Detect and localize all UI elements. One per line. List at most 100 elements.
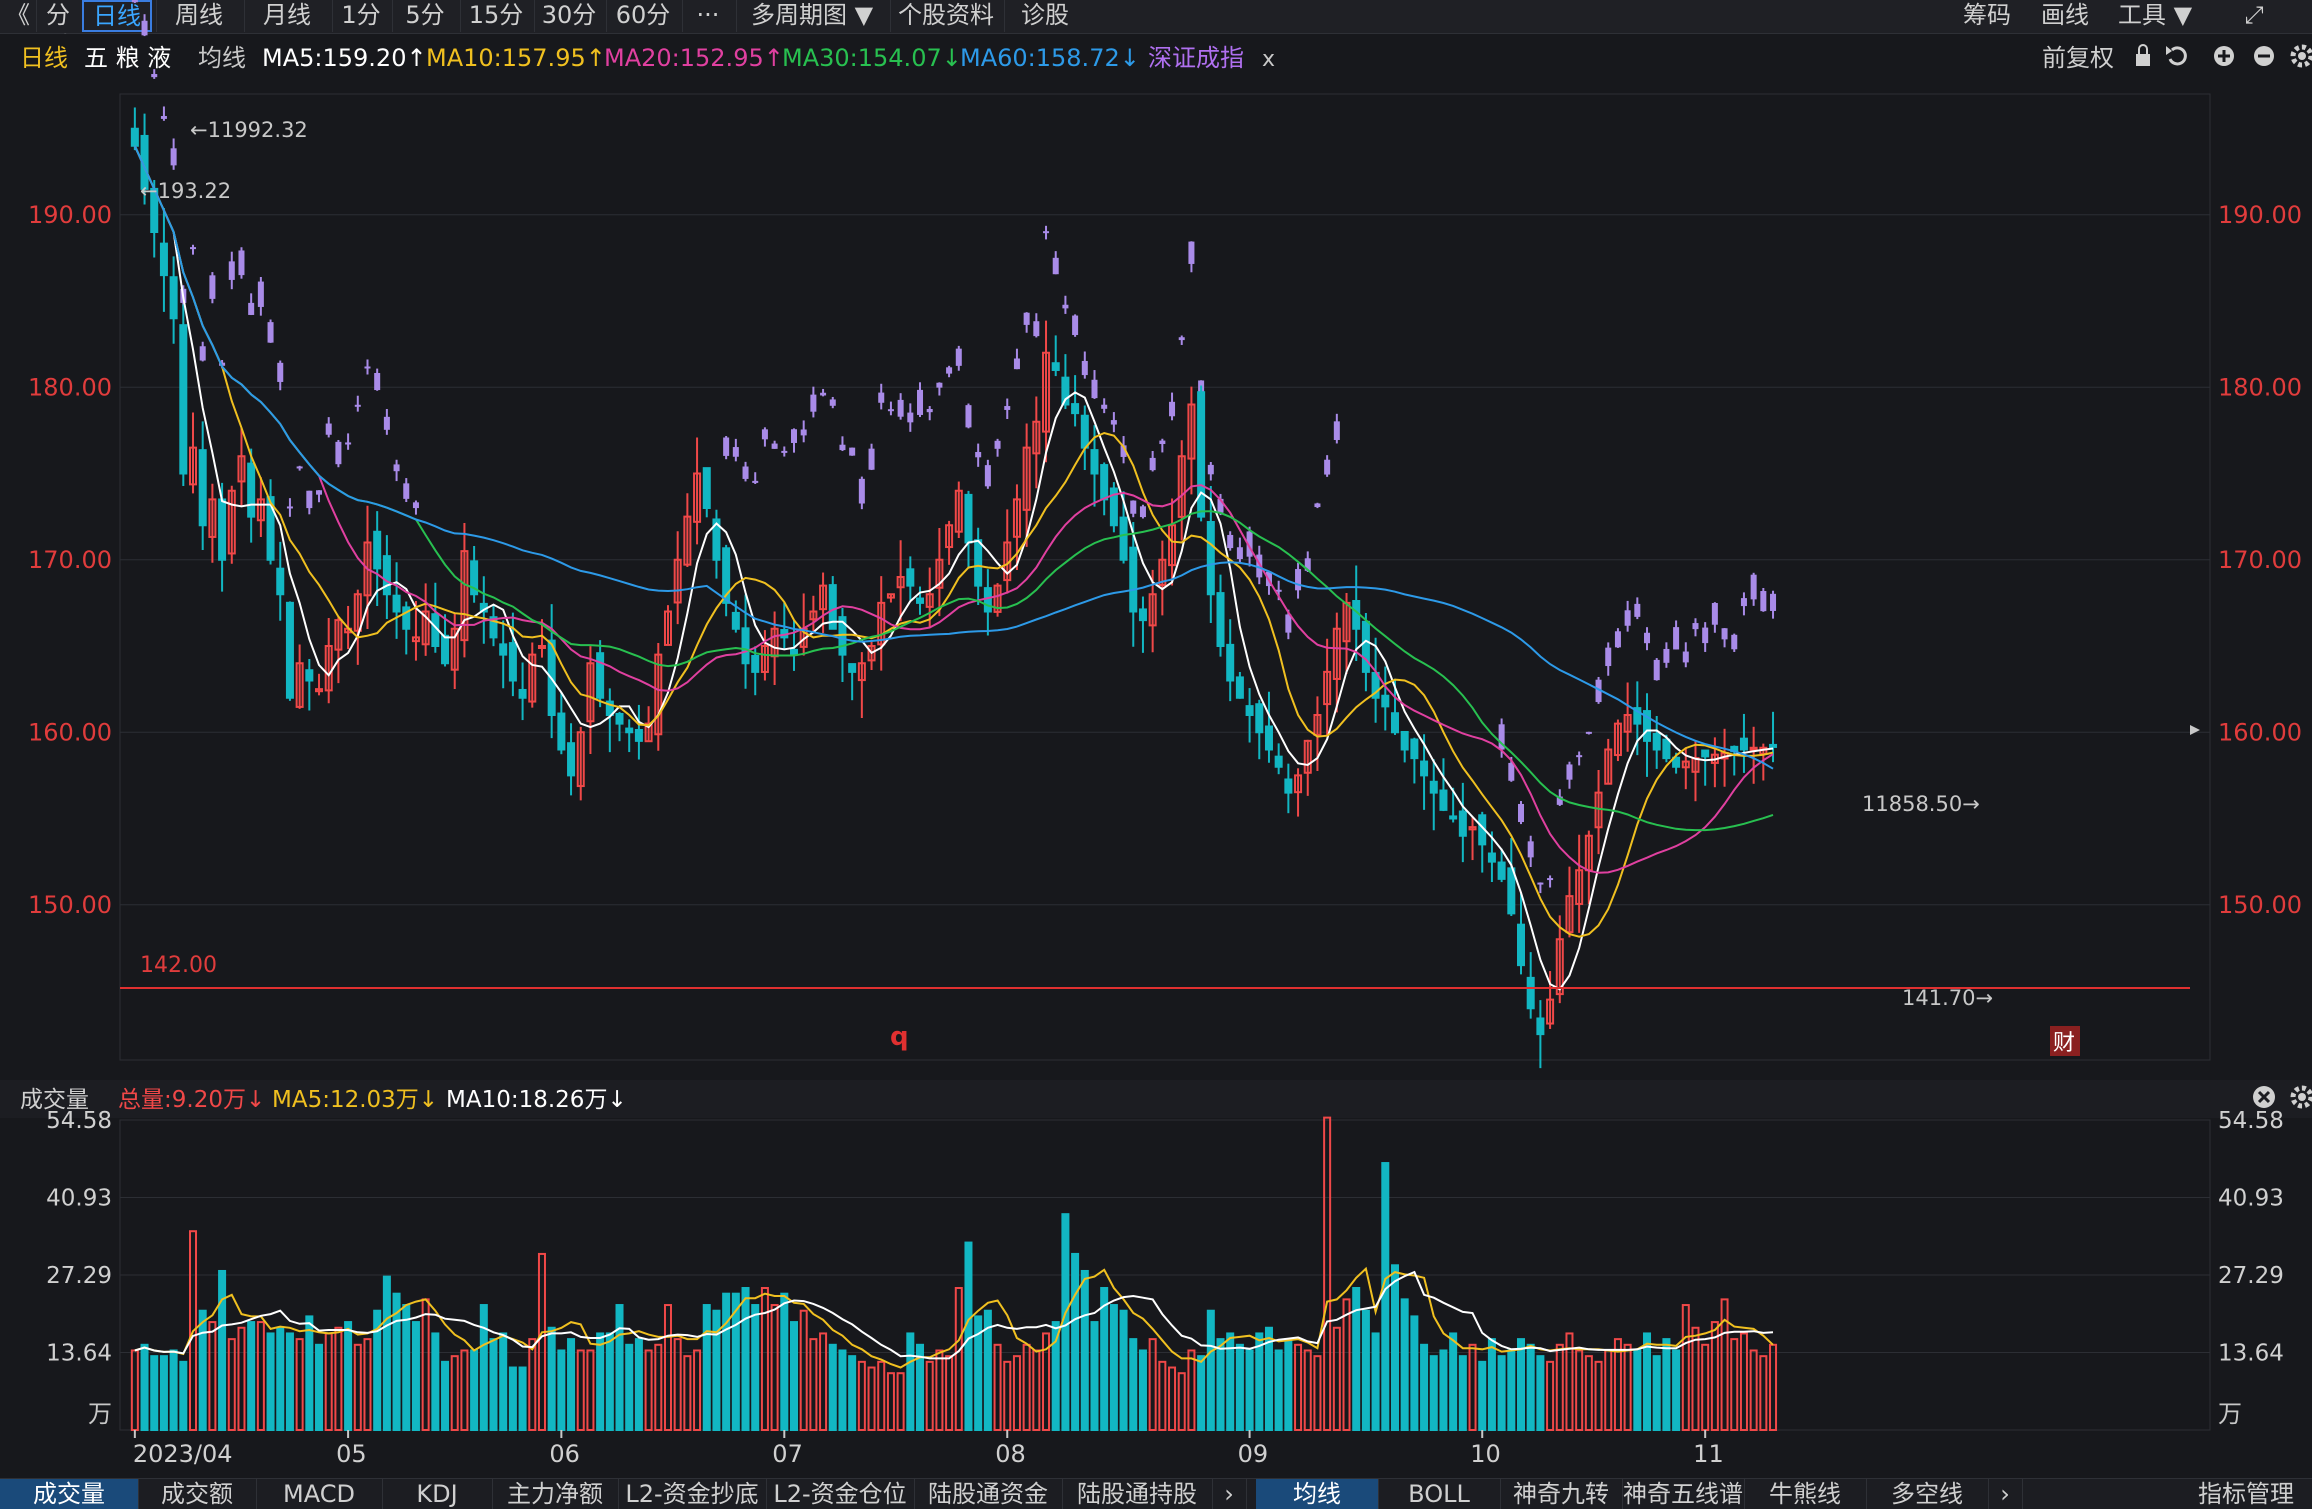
volume-tick-right: 13.64 xyxy=(2218,1341,2284,1367)
volume-bar xyxy=(460,1349,469,1431)
indicator-tab-8[interactable]: 陆股通持股 xyxy=(1062,1479,1213,1509)
lock-icon[interactable] xyxy=(2136,44,2150,66)
price-candle-body xyxy=(276,567,285,596)
volume-bar xyxy=(596,1332,605,1431)
volume-bar xyxy=(1313,1355,1322,1432)
toolbar-tab-1[interactable]: 日线 xyxy=(82,0,152,32)
price-chart-panel[interactable] xyxy=(119,93,2211,1061)
toolbar-tab-12[interactable]: 诊股 xyxy=(1004,0,1085,32)
toolbar-tab-2[interactable]: 周线 xyxy=(156,0,241,32)
settings-gear-icon[interactable] xyxy=(2290,44,2312,68)
indicator-tab-2[interactable]: MACD xyxy=(256,1479,383,1509)
index-candle-body xyxy=(199,346,206,361)
price-candle-body xyxy=(1633,707,1642,725)
toolbar-tab-9[interactable]: ··· xyxy=(682,0,733,32)
index-candle-body xyxy=(1527,841,1534,858)
toolbar-right-2[interactable]: 工具 ▼ xyxy=(2117,1,2193,29)
price-candle-body xyxy=(964,493,973,544)
index-candle-body xyxy=(1692,623,1699,630)
volume-bar xyxy=(1478,1360,1487,1431)
index-candle-body xyxy=(887,409,894,412)
price-candle-body xyxy=(1100,464,1109,501)
index-candle-body xyxy=(936,382,943,388)
price-candle-body xyxy=(1138,608,1147,622)
index-candle-body xyxy=(858,478,865,504)
back-button[interactable]: 《 xyxy=(6,1,30,29)
overlay-tab-0[interactable]: 均线 xyxy=(1256,1479,1379,1509)
stock-chart-canvas: 日线 五 粮 液 均线 MA5:159.20↑ MA10:157.95↑ MA2… xyxy=(20,0,2312,1468)
index-candle-body xyxy=(286,506,293,509)
q-event-marker[interactable]: q xyxy=(890,1022,909,1052)
price-candle-body xyxy=(1216,592,1225,647)
index-candle-body xyxy=(1052,257,1059,275)
toolbar-tab-10[interactable]: 多周期图 ▼ xyxy=(736,0,887,32)
overlay-tab-1[interactable]: BOLL xyxy=(1378,1479,1501,1509)
overlay-tab-2[interactable]: 神奇九转 xyxy=(1500,1479,1623,1509)
volume-bar xyxy=(983,1309,992,1432)
ma-label[interactable]: 均线 xyxy=(198,44,246,72)
overlay-scroll-right-icon[interactable]: › xyxy=(1988,1479,2023,1509)
indicator-manage-button[interactable]: 指标管理 xyxy=(2198,1480,2294,1508)
overlay-tab-3[interactable]: 神奇五线谱 xyxy=(1623,1479,1745,1509)
indicator-tab-0[interactable]: 成交量 xyxy=(0,1479,139,1509)
indicator-tab-4[interactable]: 主力净额 xyxy=(492,1479,619,1509)
volume-bar xyxy=(964,1241,973,1432)
toolbar-tab-5[interactable]: 5分 xyxy=(392,0,457,32)
toolbar-tab-3[interactable]: 月线 xyxy=(244,0,329,32)
toolbar-tab-6[interactable]: 15分 xyxy=(460,0,531,32)
adjust-label[interactable]: 前复权 xyxy=(2042,44,2114,72)
price-candle-body xyxy=(828,584,837,630)
tabs-scroll-right-icon[interactable]: › xyxy=(1212,1479,1247,1509)
indicator-tab-1[interactable]: 成交额 xyxy=(138,1479,257,1509)
fullscreen-icon[interactable]: ⤢ xyxy=(2244,1,2264,29)
index-candle-body xyxy=(1072,315,1079,336)
volume-bar xyxy=(1449,1332,1458,1431)
overlay-tab-5[interactable]: 多空线 xyxy=(1866,1479,1989,1509)
index-candle-body xyxy=(1566,764,1573,780)
index-candle-body xyxy=(994,440,1001,449)
zoom-in-icon[interactable] xyxy=(2214,46,2234,66)
toolbar-tab-4[interactable]: 1分 xyxy=(332,0,389,32)
indicator-tab-5[interactable]: L2-资金抄底 xyxy=(618,1479,767,1509)
price-candle-body xyxy=(954,489,963,533)
toolbar-tab-8[interactable]: 60分 xyxy=(606,0,679,32)
index-candle-body xyxy=(1188,241,1195,264)
price-candle-body xyxy=(1042,351,1051,433)
financial-report-badge[interactable] xyxy=(2050,1026,2080,1056)
index-overlay-label[interactable]: 深证成指 xyxy=(1148,44,1244,72)
toolbar-tab-11[interactable]: 个股资料 xyxy=(890,0,1001,32)
price-candle-body xyxy=(392,594,401,613)
price-candle-body xyxy=(625,727,634,734)
index-candle-body xyxy=(917,389,924,415)
ma10-readout: MA10:157.95↑ xyxy=(426,44,606,72)
overlay-tab-4[interactable]: 牛熊线 xyxy=(1744,1479,1867,1509)
toolbar-tab-7[interactable]: 30分 xyxy=(534,0,603,32)
zoom-out-icon[interactable] xyxy=(2254,46,2274,66)
undo-icon[interactable] xyxy=(2166,46,2187,66)
volume-settings-gear-icon[interactable] xyxy=(2290,1085,2312,1109)
index-candle-body xyxy=(1508,762,1515,781)
index-candle-body xyxy=(742,466,749,479)
price-candle-body xyxy=(1080,414,1089,449)
toolbar-right-0[interactable]: 筹码 xyxy=(1963,1,2011,29)
volume-bar xyxy=(857,1360,866,1431)
ma30-line xyxy=(133,145,1774,832)
indicator-tab-3[interactable]: KDJ xyxy=(382,1479,493,1509)
index-candle-body xyxy=(1236,547,1243,560)
indicator-tab-6[interactable]: L2-资金仓位 xyxy=(766,1479,915,1509)
price-candle-body xyxy=(208,498,217,538)
close-volume-icon[interactable] xyxy=(2253,1086,2275,1108)
index-candle-body xyxy=(1139,506,1146,518)
volume-bar xyxy=(1720,1298,1729,1432)
price-candle-body xyxy=(789,648,799,656)
indicator-tab-7[interactable]: 陆股通资金 xyxy=(914,1479,1063,1509)
price-candle-body xyxy=(189,446,198,486)
close-index-button[interactable]: x xyxy=(1262,47,1275,72)
index-candle-body xyxy=(1634,603,1641,617)
volume-bar xyxy=(198,1309,207,1432)
volume-bar xyxy=(1323,1116,1332,1431)
volume-bar xyxy=(819,1332,828,1431)
ma10-line xyxy=(133,145,1774,938)
volume-bar xyxy=(247,1321,256,1431)
toolbar-right-1[interactable]: 画线 xyxy=(2041,1,2089,29)
